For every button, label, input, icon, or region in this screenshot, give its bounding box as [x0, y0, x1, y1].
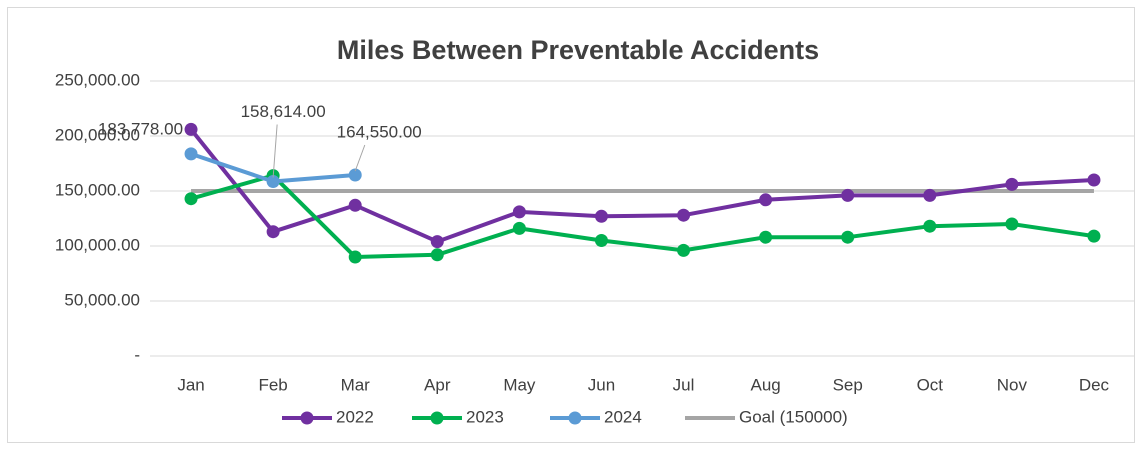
x-tick-label: Jan: [177, 375, 204, 394]
point-marker: [841, 188, 855, 202]
chart-title: Miles Between Preventable Accidents: [337, 35, 819, 65]
point-marker: [184, 122, 198, 136]
x-tick-label: Mar: [341, 375, 371, 394]
point-marker: [266, 175, 280, 189]
point-marker: [1087, 173, 1101, 187]
y-tick-label: 150,000.00: [55, 180, 140, 199]
point-marker: [184, 147, 198, 161]
y-tick-label: 50,000.00: [64, 290, 140, 309]
point-marker: [348, 250, 362, 264]
point-marker: [841, 230, 855, 244]
data-label: 183,778.00: [98, 119, 183, 138]
x-tick-label: Apr: [424, 375, 451, 394]
x-tick-label: Feb: [258, 375, 287, 394]
point-marker: [1005, 217, 1019, 231]
data-label: 164,550.00: [337, 122, 422, 141]
point-marker: [266, 225, 280, 239]
point-marker: [923, 219, 937, 233]
series-line: [189, 128, 1095, 244]
point-marker: [348, 198, 362, 212]
point-marker: [430, 235, 444, 249]
x-tick-label: Aug: [751, 375, 781, 394]
point-marker: [759, 230, 773, 244]
legend-label: 2024: [604, 407, 642, 426]
point-marker: [923, 188, 937, 202]
label-leader: [354, 144, 366, 172]
x-tick-label: Jul: [673, 375, 695, 394]
x-tick-label: Sep: [833, 375, 863, 394]
point-marker: [184, 192, 198, 206]
legend-label: 2022: [336, 407, 374, 426]
point-marker: [430, 248, 444, 262]
point-marker: [677, 208, 691, 222]
x-tick-label: May: [503, 375, 536, 394]
point-marker: [1005, 177, 1019, 191]
point-marker: [594, 234, 608, 247]
legend-marker: [300, 411, 314, 425]
x-tick-label: Oct: [917, 375, 944, 394]
y-tick-label: 200,000.00: [55, 125, 140, 144]
label-leader: [272, 124, 278, 178]
point-marker: [512, 221, 526, 235]
legend-marker: [430, 411, 444, 425]
y-tick-label: 250,000.00: [55, 70, 140, 89]
point-marker: [1087, 229, 1101, 243]
point-marker: [759, 193, 773, 207]
x-tick-label: Dec: [1079, 375, 1110, 394]
y-tick-label: -: [134, 345, 140, 364]
legend-marker: [568, 411, 582, 425]
x-tick-label: Nov: [997, 375, 1028, 394]
data-label: 158,614.00: [241, 102, 326, 121]
series-line: [190, 173, 1095, 259]
y-tick-label: 100,000.00: [55, 235, 140, 254]
x-tick-label: Jun: [588, 375, 615, 394]
point-marker: [348, 168, 362, 182]
legend-label: Goal (150000): [739, 407, 848, 426]
point-marker: [512, 205, 526, 219]
point-marker: [594, 209, 608, 223]
point-marker: [677, 243, 691, 257]
legend-label: 2023: [466, 407, 504, 426]
